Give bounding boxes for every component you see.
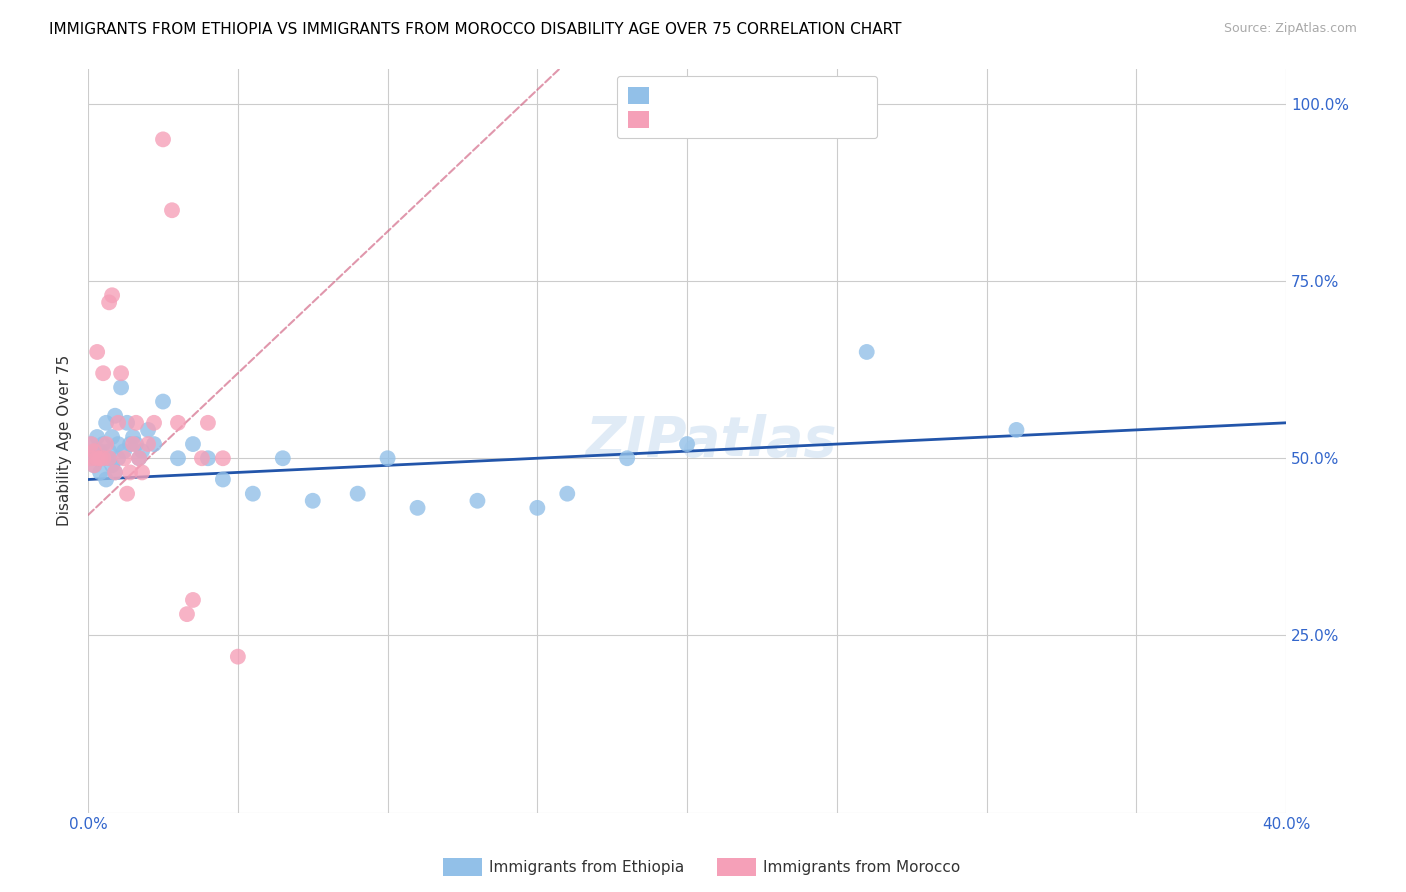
Point <box>125 437 148 451</box>
Point <box>86 430 108 444</box>
Text: R =: R = <box>624 92 658 107</box>
Point <box>107 416 129 430</box>
Point <box>181 593 204 607</box>
Point <box>125 416 148 430</box>
Point <box>101 288 124 302</box>
Point <box>377 451 399 466</box>
Point <box>98 444 121 458</box>
Point <box>152 394 174 409</box>
Point <box>89 466 111 480</box>
Point <box>107 437 129 451</box>
Point <box>191 451 214 466</box>
Point <box>212 451 235 466</box>
Point <box>526 500 548 515</box>
Point <box>167 416 190 430</box>
Point <box>122 437 145 451</box>
Point <box>91 451 114 466</box>
Point <box>94 473 117 487</box>
Point <box>104 466 127 480</box>
Text: Immigrants from Morocco: Immigrants from Morocco <box>763 860 960 874</box>
Point <box>80 437 103 451</box>
Point <box>104 409 127 423</box>
Point <box>301 493 323 508</box>
Text: Source: ZipAtlas.com: Source: ZipAtlas.com <box>1223 22 1357 36</box>
Point <box>160 203 183 218</box>
Point <box>101 458 124 473</box>
Point <box>80 451 103 466</box>
Point <box>120 437 142 451</box>
Point <box>197 451 219 466</box>
Point <box>136 437 159 451</box>
Text: N =: N = <box>723 92 756 107</box>
Text: N =: N = <box>723 120 756 136</box>
Point <box>406 500 429 515</box>
Point <box>115 486 138 500</box>
Point <box>107 451 129 466</box>
Point <box>110 380 132 394</box>
Text: 0.281: 0.281 <box>648 120 692 136</box>
Point <box>152 132 174 146</box>
Point <box>80 451 103 466</box>
Point <box>271 451 294 466</box>
Point <box>676 437 699 451</box>
Text: R =: R = <box>624 120 658 136</box>
Text: Immigrants from Ethiopia: Immigrants from Ethiopia <box>489 860 685 874</box>
Point <box>89 444 111 458</box>
Point <box>94 416 117 430</box>
Point <box>91 366 114 380</box>
Point <box>98 295 121 310</box>
Point <box>83 458 105 473</box>
Point <box>83 458 105 473</box>
Point <box>104 466 127 480</box>
Point <box>167 451 190 466</box>
Point <box>115 416 138 430</box>
Text: ZIPatlas: ZIPatlas <box>585 414 837 467</box>
Point <box>143 416 166 430</box>
Point <box>120 466 142 480</box>
Point <box>555 486 578 500</box>
Point <box>91 437 114 451</box>
Point <box>131 444 153 458</box>
Point <box>128 451 150 466</box>
Point <box>86 451 108 466</box>
Point <box>143 437 166 451</box>
Point <box>98 451 121 466</box>
Legend:                                           ,                                     : , <box>617 76 876 138</box>
Point <box>181 437 204 451</box>
Text: 34: 34 <box>749 120 770 136</box>
Text: IMMIGRANTS FROM ETHIOPIA VS IMMIGRANTS FROM MOROCCO DISABILITY AGE OVER 75 CORRE: IMMIGRANTS FROM ETHIOPIA VS IMMIGRANTS F… <box>49 22 901 37</box>
Point <box>86 345 108 359</box>
Point <box>176 607 198 621</box>
Point <box>855 345 877 359</box>
Y-axis label: Disability Age Over 75: Disability Age Over 75 <box>58 355 72 526</box>
Point <box>94 437 117 451</box>
Text: 48: 48 <box>749 92 770 107</box>
Point <box>136 423 159 437</box>
Point <box>110 366 132 380</box>
Point <box>128 451 150 466</box>
Point <box>80 437 103 451</box>
Point <box>83 444 105 458</box>
Point <box>346 486 368 500</box>
Point <box>89 451 111 466</box>
Point <box>212 473 235 487</box>
Point <box>467 493 489 508</box>
Point <box>197 416 219 430</box>
Point <box>1005 423 1028 437</box>
Point <box>98 451 121 466</box>
Point <box>226 649 249 664</box>
Point <box>101 430 124 444</box>
Point <box>122 430 145 444</box>
Point <box>86 451 108 466</box>
Point <box>242 486 264 500</box>
Text: 0.158: 0.158 <box>648 92 692 107</box>
Point <box>616 451 638 466</box>
Point <box>112 451 135 466</box>
Point <box>112 444 135 458</box>
Point <box>83 444 105 458</box>
Point <box>131 466 153 480</box>
Point <box>91 451 114 466</box>
